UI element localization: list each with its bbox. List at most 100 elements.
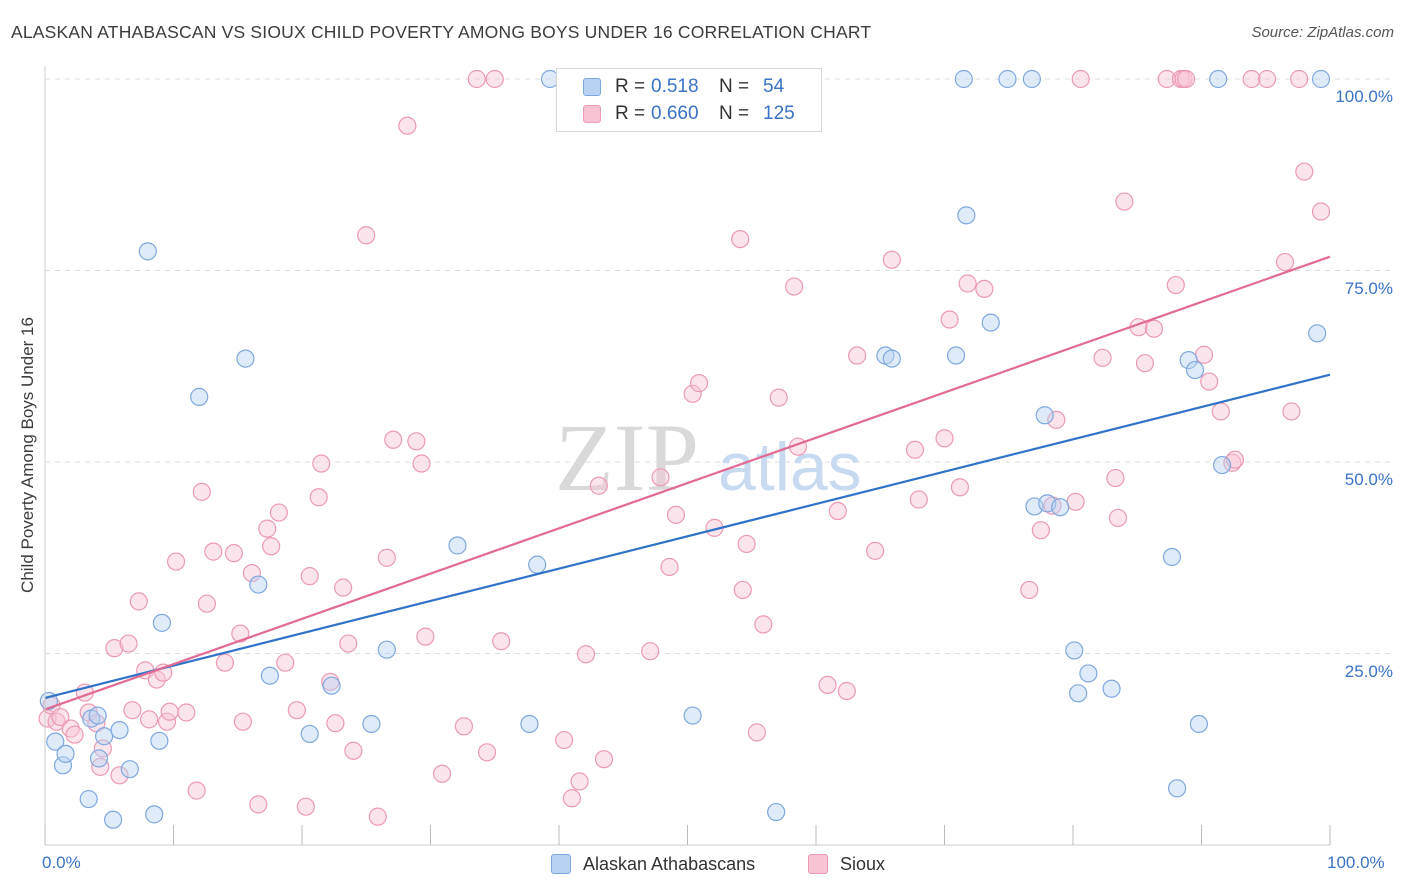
sioux-point: [747, 723, 766, 742]
legend-swatch-pink: [808, 854, 828, 874]
athabascan-point: [95, 727, 114, 746]
sioux-point: [1275, 252, 1295, 272]
sioux-point: [689, 374, 709, 393]
sioux-point: [733, 580, 752, 600]
sioux-point: [166, 552, 186, 571]
sioux-point: [975, 279, 994, 298]
athabascan-point: [79, 789, 98, 809]
sioux-point: [377, 548, 396, 567]
sioux-point: [576, 645, 596, 664]
sioux-point: [287, 701, 306, 720]
sioux-point: [651, 468, 670, 487]
sioux-point: [562, 789, 581, 808]
sioux-point: [215, 653, 234, 672]
sioux-point: [309, 488, 328, 507]
sioux-point: [589, 476, 608, 495]
sioux-point: [192, 482, 211, 501]
sioux-point: [1135, 354, 1155, 373]
sioux-point: [594, 750, 614, 769]
y-tick-label: 25.0%: [1344, 661, 1393, 681]
sioux-point: [660, 557, 679, 577]
sioux-point: [1144, 319, 1164, 338]
legend-n-label: N =: [719, 103, 750, 124]
sioux-point: [1257, 69, 1277, 89]
sioux-point: [398, 116, 417, 135]
sioux-point: [204, 542, 223, 561]
y-tick-label: 50.0%: [1344, 470, 1393, 489]
sioux-point: [339, 634, 358, 653]
sioux-point: [344, 741, 363, 760]
sioux-point: [454, 717, 474, 736]
athabascan-point: [1035, 406, 1054, 425]
athabascan-trend-line: [44, 373, 1331, 699]
athabascan-point: [1065, 641, 1084, 660]
sioux-point: [1031, 521, 1050, 540]
sioux-point: [905, 440, 925, 459]
sioux-point: [269, 503, 288, 522]
sioux-point: [485, 69, 504, 89]
sioux-point: [123, 701, 142, 720]
athabascan-point: [1311, 69, 1331, 89]
sioux-point: [837, 681, 856, 701]
athabascan-point: [1022, 69, 1041, 89]
athabascan-point: [520, 714, 539, 734]
sioux-point: [249, 795, 268, 814]
athabascan-point: [190, 387, 209, 406]
sioux-point: [384, 430, 403, 449]
athabascan-point: [300, 724, 319, 744]
legend-r-label: R =: [615, 76, 646, 97]
athabascan-point: [1209, 69, 1228, 89]
sioux-point: [242, 563, 261, 583]
sioux-point: [177, 703, 196, 722]
sioux-point: [1106, 468, 1125, 488]
sioux-point: [110, 766, 129, 785]
sioux-point: [334, 578, 353, 597]
y-tick-label: 75.0%: [1344, 278, 1393, 298]
athabascan-point: [1189, 714, 1209, 734]
athabascan-point: [56, 744, 75, 763]
athabascan-point: [1162, 547, 1182, 567]
sioux-point: [1020, 580, 1039, 600]
sioux-point: [233, 712, 252, 731]
sioux-point: [1071, 69, 1090, 89]
sioux-point: [570, 772, 589, 791]
x-tick-label-max: 100.0%: [1327, 853, 1385, 872]
athabascan-point: [767, 802, 786, 822]
sioux-point: [666, 505, 686, 524]
athabascan-point: [104, 810, 123, 829]
athabascan-point: [981, 313, 1000, 332]
sioux-point: [940, 310, 959, 329]
sioux-point: [368, 807, 387, 826]
athabascan-point: [88, 706, 107, 725]
sioux-point: [416, 627, 435, 646]
sioux-point: [296, 797, 315, 816]
sioux-point: [1200, 372, 1219, 391]
sioux-point: [51, 707, 70, 727]
sioux-point: [882, 250, 901, 269]
athabascan-point: [1308, 324, 1327, 343]
sioux-point: [1176, 69, 1196, 89]
legend-r-label: R =: [615, 103, 646, 124]
athabascan-point: [1079, 664, 1098, 683]
sioux-point: [1194, 345, 1214, 364]
legend-item-sioux: Sioux: [808, 851, 885, 877]
athabascan-point: [528, 555, 547, 574]
sioux-point: [683, 384, 702, 403]
athabascan-point: [249, 575, 268, 594]
sioux-point: [958, 274, 977, 293]
sioux-point: [467, 69, 486, 89]
y-tick-label: 100.0%: [1335, 87, 1393, 106]
legend-n-value: 125: [763, 103, 795, 124]
athabascan-point: [145, 805, 164, 824]
sioux-point: [737, 534, 756, 554]
sioux-point: [407, 432, 426, 451]
watermark: ZIP atlas: [555, 404, 862, 511]
watermark-zip: ZIP: [555, 404, 699, 511]
athabascan-point: [1185, 360, 1205, 380]
sioux-point: [276, 653, 295, 672]
athabascan-point: [1069, 684, 1088, 703]
athabascan-point: [120, 760, 139, 779]
athabascan-point: [1102, 679, 1121, 698]
sioux-point: [65, 725, 84, 744]
